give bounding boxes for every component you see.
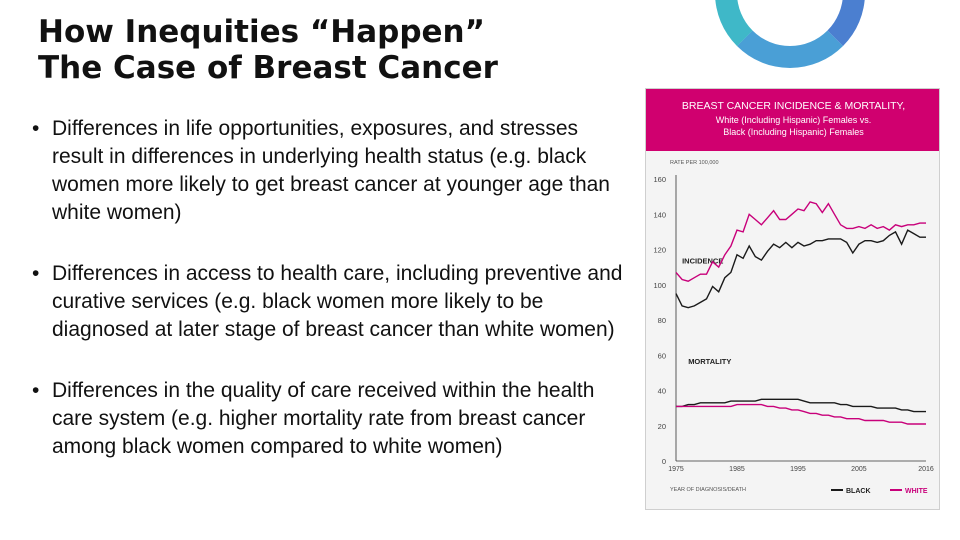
series-line-white-mortality [676,403,926,425]
title-line-1: How Inequities “Happen” [38,14,485,50]
y-tick-label: 140 [653,210,666,219]
y-tick-label: 80 [658,316,666,325]
x-tick-label: 1975 [668,466,684,473]
title-line-2: The Case of Breast Cancer [38,50,498,86]
series-line-white-incidence [675,201,926,282]
chart-svg: RATE PER 100,000 0 20 40 60 80 100 120 140 160 197… [653,160,934,495]
chart-subtitle-2: Black (Including Hispanic) Females [723,127,864,137]
x-tick-label: 2016 [918,466,934,473]
y-tick-label: 40 [658,387,666,396]
bullet-item: Differences in the quality of care recei… [32,377,632,461]
y-tick-label: 160 [653,175,666,184]
x-tick-label: 1985 [729,466,745,473]
chart-header: BREAST CANCER INCIDENCE & MORTALITY, Whi… [646,89,939,151]
y-tick-label: 60 [658,351,666,360]
chart-subtitle-1: White (Including Hispanic) Females vs. [715,115,872,125]
series-line-black-mortality [676,398,926,413]
annotation-mortality: MORTALITY [688,357,731,366]
bullet-list: Differences in life opportunities, expos… [32,115,632,494]
y-tick-label: 100 [653,281,666,290]
chart-figure: BREAST CANCER INCIDENCE & MORTALITY, Whi… [645,88,940,510]
y-tick-label: 20 [658,422,666,431]
y-axis-label: RATE PER 100,000 [670,160,719,166]
legend-label-white: WHITE [905,488,928,495]
y-tick-label: 0 [662,457,666,466]
x-tick-label: 2005 [851,466,867,473]
legend-label-black: BLACK [846,488,871,495]
series-line-black-incidence [675,229,926,309]
x-tick-label: 1995 [790,466,806,473]
slide-title: How Inequities “Happen” The Case of Brea… [38,14,498,86]
chart-body: RATE PER 100,000 0 20 40 60 80 100 120 140 160 197… [646,151,939,509]
bullet-item: Differences in life opportunities, expos… [32,115,632,227]
chart-title: BREAST CANCER INCIDENCE & MORTALITY, [681,100,906,112]
annotation-incidence: INCIDENCE [682,257,723,266]
y-tick-label: 120 [653,246,666,255]
x-axis-label: YEAR OF DIAGNOSIS/DEATH [670,487,746,493]
decorative-ring [715,0,865,68]
bullet-item: Differences in access to health care, in… [32,260,632,344]
